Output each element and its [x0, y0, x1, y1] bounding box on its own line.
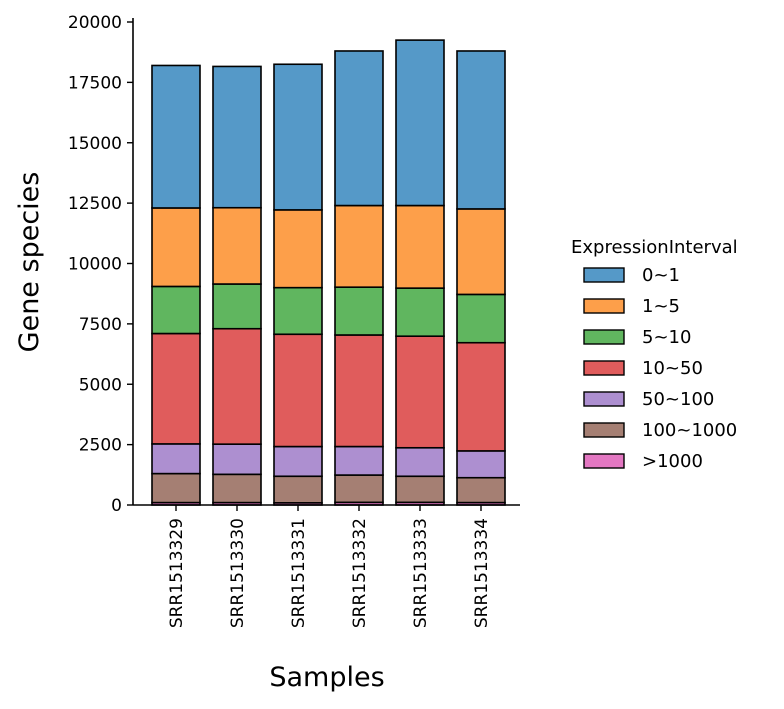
bar-segment-1-SRR1513334 — [456, 476, 506, 504]
legend-entry: >1000 — [642, 451, 703, 472]
bar-segment-6-SRR1513331 — [273, 63, 323, 211]
bar-segment-5-SRR1513331 — [273, 209, 323, 289]
legend-entry: 50~100 — [642, 389, 714, 410]
bar-segment-2-SRR1513330 — [212, 443, 262, 476]
legend-entry: 100~1000 — [642, 420, 737, 441]
bar-segment-2-SRR1513334 — [456, 450, 506, 479]
x-axis-title: Samples — [269, 662, 384, 693]
legend-swatch — [583, 422, 625, 438]
bar-segment-2-SRR1513331 — [273, 445, 323, 478]
bar-segment-4-SRR1513334 — [456, 293, 506, 344]
legend-swatch — [583, 267, 625, 283]
bar-segment-4-SRR1513331 — [273, 286, 323, 336]
y-tick-label: 17500 — [68, 73, 122, 93]
legend-entry: 10~50 — [642, 358, 703, 379]
bar-segment-2-SRR1513332 — [334, 445, 384, 476]
legend-swatch — [583, 329, 625, 345]
bar-segment-6-SRR1513333 — [395, 39, 445, 207]
bar-segment-5-SRR1513330 — [212, 206, 262, 285]
legend-swatch — [583, 391, 625, 407]
bar-segment-5-SRR1513329 — [151, 207, 201, 288]
legend-entry: 5~10 — [642, 327, 691, 348]
legend-swatch — [583, 298, 625, 314]
legend: ExpressionInterval 0~1 1~5 5~10 10~50 50~100… — [571, 237, 738, 472]
bar-segment-6-SRR1513332 — [334, 50, 384, 207]
x-tick-label: SRR1513331 — [289, 518, 309, 628]
x-tick-label: SRR1513334 — [472, 518, 492, 628]
y-tick-label: 12500 — [68, 194, 122, 214]
y-tick-label: 15000 — [68, 134, 122, 154]
bar-segment-3-SRR1513332 — [334, 334, 384, 448]
y-tick-label: 5000 — [79, 375, 122, 395]
bar-segment-1-SRR1513330 — [212, 473, 262, 504]
bar-segment-5-SRR1513334 — [456, 208, 506, 296]
x-tick-label: SRR1513332 — [350, 518, 370, 628]
bar-segment-3-SRR1513331 — [273, 333, 323, 448]
bar-segment-6-SRR1513329 — [151, 64, 201, 209]
bar-segment-3-SRR1513334 — [456, 341, 506, 452]
x-tick-label: SRR1513329 — [167, 518, 187, 628]
y-tick-label: 10000 — [68, 255, 122, 275]
bar-segment-1-SRR1513332 — [334, 474, 384, 504]
bar-segment-6-SRR1513334 — [456, 50, 506, 210]
bar-segment-3-SRR1513329 — [151, 332, 201, 445]
bar-segment-5-SRR1513332 — [334, 204, 384, 288]
x-tick-label: SRR1513333 — [411, 518, 431, 628]
bars-group — [151, 39, 506, 506]
x-tick-label: SRR1513330 — [228, 518, 248, 628]
y-axis-title: Gene species — [14, 172, 45, 353]
bar-segment-4-SRR1513332 — [334, 286, 384, 336]
legend-swatch — [583, 360, 625, 376]
y-tick-label: 0 — [111, 496, 122, 516]
legend-entry: 0~1 — [642, 265, 680, 286]
bar-segment-4-SRR1513330 — [212, 283, 262, 330]
bar-segment-3-SRR1513333 — [395, 335, 445, 449]
bar-segment-2-SRR1513329 — [151, 443, 201, 475]
y-tick-label: 20000 — [68, 13, 122, 33]
bar-segment-4-SRR1513329 — [151, 285, 201, 335]
y-tick-label: 7500 — [79, 315, 122, 335]
bar-segment-1-SRR1513329 — [151, 472, 201, 504]
bar-segment-1-SRR1513333 — [395, 475, 445, 504]
legend-title: ExpressionInterval — [571, 237, 738, 258]
bar-segment-1-SRR1513331 — [273, 475, 323, 504]
y-tick-label: 2500 — [79, 436, 122, 456]
axes-group: 0 2500 5000 7500 10000 12500 15000 17500 20000 SR… — [68, 13, 520, 628]
bar-segment-6-SRR1513330 — [212, 65, 262, 209]
bar-segment-5-SRR1513333 — [395, 204, 445, 289]
legend-entry: 1~5 — [642, 296, 680, 317]
bar-segment-4-SRR1513333 — [395, 287, 445, 337]
legend-swatch — [583, 453, 625, 469]
bar-segment-2-SRR1513333 — [395, 446, 445, 478]
bar-segment-3-SRR1513330 — [212, 327, 262, 445]
